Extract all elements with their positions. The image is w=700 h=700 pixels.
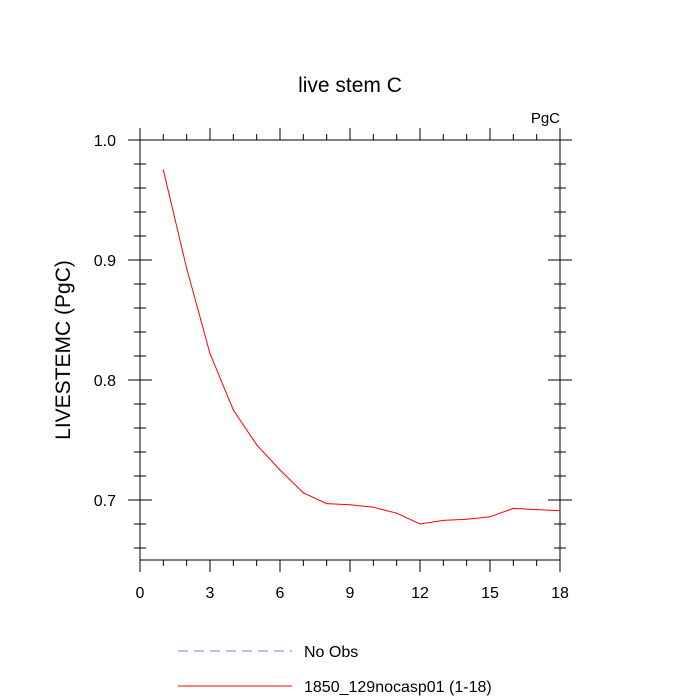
legend: No Obs 1850_129nocasp01 (1-18) [178, 644, 492, 696]
data-point [349, 504, 351, 506]
data-point [209, 353, 211, 355]
y-tick-label: 0.7 [94, 493, 116, 510]
data-point [302, 492, 304, 494]
data-point [162, 169, 164, 171]
data-point [512, 507, 514, 509]
units-label: PgC [531, 110, 560, 127]
y-tick-label: 0.8 [94, 373, 116, 390]
x-tick-label: 6 [276, 585, 285, 602]
x-tick-label: 12 [411, 585, 429, 602]
x-tick-label: 15 [481, 585, 499, 602]
y-tick-label: 0.9 [94, 253, 116, 270]
plot-frame [139, 139, 561, 561]
x-tick-label: 18 [551, 585, 569, 602]
data-point [256, 444, 258, 446]
data-point [442, 519, 444, 522]
chart-title: live stem C [298, 74, 402, 97]
axis-ticks [128, 128, 572, 572]
y-axis-label: LIVESTEMC (PgC) [52, 260, 75, 440]
legend-label: 1850_129nocasp01 (1-18) [304, 679, 492, 696]
data-point [372, 506, 374, 508]
x-tick-label: 0 [136, 585, 145, 602]
x-tick-labels: 0 3 6 9 12 15 18 [136, 585, 569, 602]
data-point [186, 267, 188, 269]
data-point [559, 510, 561, 512]
data-point [232, 409, 234, 411]
legend-label: No Obs [304, 644, 358, 661]
y-tick-labels: 0.7 0.8 0.9 1.0 [94, 133, 116, 510]
data-point [466, 518, 468, 520]
data-point [419, 523, 421, 525]
series-line [162, 169, 561, 525]
data-point [489, 516, 491, 518]
data-point [279, 469, 281, 471]
data-point [396, 512, 398, 514]
data-point [536, 509, 538, 511]
data-point [326, 503, 328, 505]
x-tick-label: 9 [346, 585, 355, 602]
series-group [162, 169, 561, 525]
x-tick-label: 3 [206, 585, 215, 602]
y-tick-label: 1.0 [94, 133, 116, 150]
